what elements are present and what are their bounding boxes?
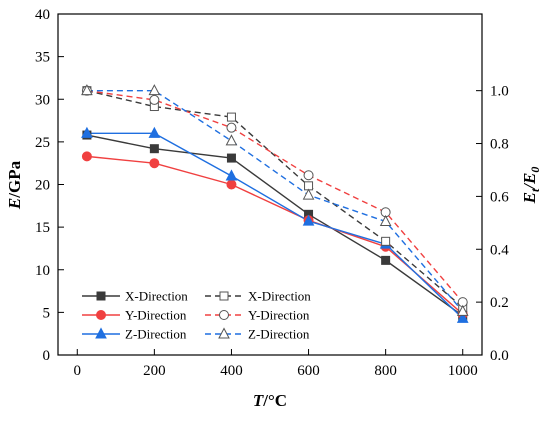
data-point bbox=[149, 158, 160, 169]
data-point bbox=[225, 169, 238, 181]
legend-marker bbox=[96, 310, 106, 320]
x-tick-label: 600 bbox=[297, 363, 320, 379]
plot-frame bbox=[57, 13, 483, 356]
data-point bbox=[226, 122, 237, 133]
legend-label: Z-Direction bbox=[125, 327, 187, 342]
data-point bbox=[379, 214, 392, 227]
legend-label: Y-Direction bbox=[248, 308, 310, 323]
y-tick-label: 25 bbox=[35, 135, 50, 151]
legend-label: X-Direction bbox=[125, 289, 188, 304]
data-point bbox=[303, 170, 314, 181]
data-point bbox=[149, 144, 159, 154]
ticks: 0 200 400 600 800 1000 0 5 10 15 20 25 30 35 40 0.0 0.2 0… bbox=[35, 7, 509, 379]
series-line bbox=[86, 155, 464, 315]
series-layer bbox=[81, 84, 469, 323]
series-line bbox=[86, 89, 464, 303]
data-point bbox=[381, 255, 391, 265]
x-tick-label: 800 bbox=[374, 363, 397, 379]
legend-label: Z-Direction bbox=[248, 327, 310, 342]
data-point bbox=[81, 84, 93, 96]
y2-tick-label: 0.6 bbox=[490, 189, 509, 205]
data-point bbox=[149, 94, 160, 105]
data-point bbox=[456, 311, 469, 323]
data-point bbox=[456, 304, 469, 316]
y2-tick-label: 0.4 bbox=[490, 242, 509, 258]
data-point bbox=[226, 112, 236, 122]
series-line bbox=[86, 89, 464, 312]
y2-tick-label: 0.0 bbox=[490, 348, 509, 364]
data-point bbox=[81, 126, 93, 138]
data-point bbox=[302, 188, 315, 200]
data-point bbox=[148, 84, 161, 96]
x-tick-label: 0 bbox=[74, 363, 82, 379]
y2-tick-label: 0.2 bbox=[490, 295, 509, 311]
y-tick-label: 30 bbox=[35, 92, 50, 108]
y-tick-label: 35 bbox=[35, 50, 50, 66]
legend-label: X-Direction bbox=[248, 289, 311, 304]
legend-marker bbox=[219, 310, 229, 320]
y-tick-label: 10 bbox=[35, 263, 50, 279]
y-tick-label: 15 bbox=[35, 220, 50, 236]
y2-axis-title: Et/E0 bbox=[520, 167, 542, 205]
series-line bbox=[86, 89, 464, 308]
legend-marker bbox=[95, 327, 107, 339]
legend-label: Y-Direction bbox=[125, 308, 187, 323]
data-point bbox=[381, 236, 391, 246]
x-tick-label: 200 bbox=[143, 363, 166, 379]
y-tick-label: 20 bbox=[35, 178, 50, 194]
y-tick-label: 40 bbox=[35, 7, 50, 23]
y-tick-label: 0 bbox=[43, 348, 51, 364]
series-line bbox=[86, 134, 464, 317]
y2-tick-label: 1.0 bbox=[490, 84, 509, 100]
y-axis-title: E/GPa bbox=[5, 160, 24, 210]
data-point bbox=[302, 214, 315, 226]
x-tick-label: 1000 bbox=[448, 363, 478, 379]
y2-tick-label: 0.8 bbox=[490, 137, 509, 153]
data-point bbox=[226, 179, 237, 190]
x-axis-title: T/°C bbox=[253, 391, 287, 410]
data-point bbox=[81, 151, 92, 162]
series-line bbox=[86, 132, 464, 319]
legend-marker bbox=[96, 291, 106, 301]
legend-marker bbox=[219, 291, 229, 301]
x-tick-label: 400 bbox=[220, 363, 243, 379]
legend: X-Direction X-Direction Y-Direction Y-Direc… bbox=[82, 289, 311, 342]
data-point bbox=[148, 126, 161, 138]
data-point bbox=[226, 153, 236, 163]
y-tick-label: 5 bbox=[43, 305, 51, 321]
data-point bbox=[225, 134, 238, 146]
legend-marker bbox=[218, 327, 230, 339]
